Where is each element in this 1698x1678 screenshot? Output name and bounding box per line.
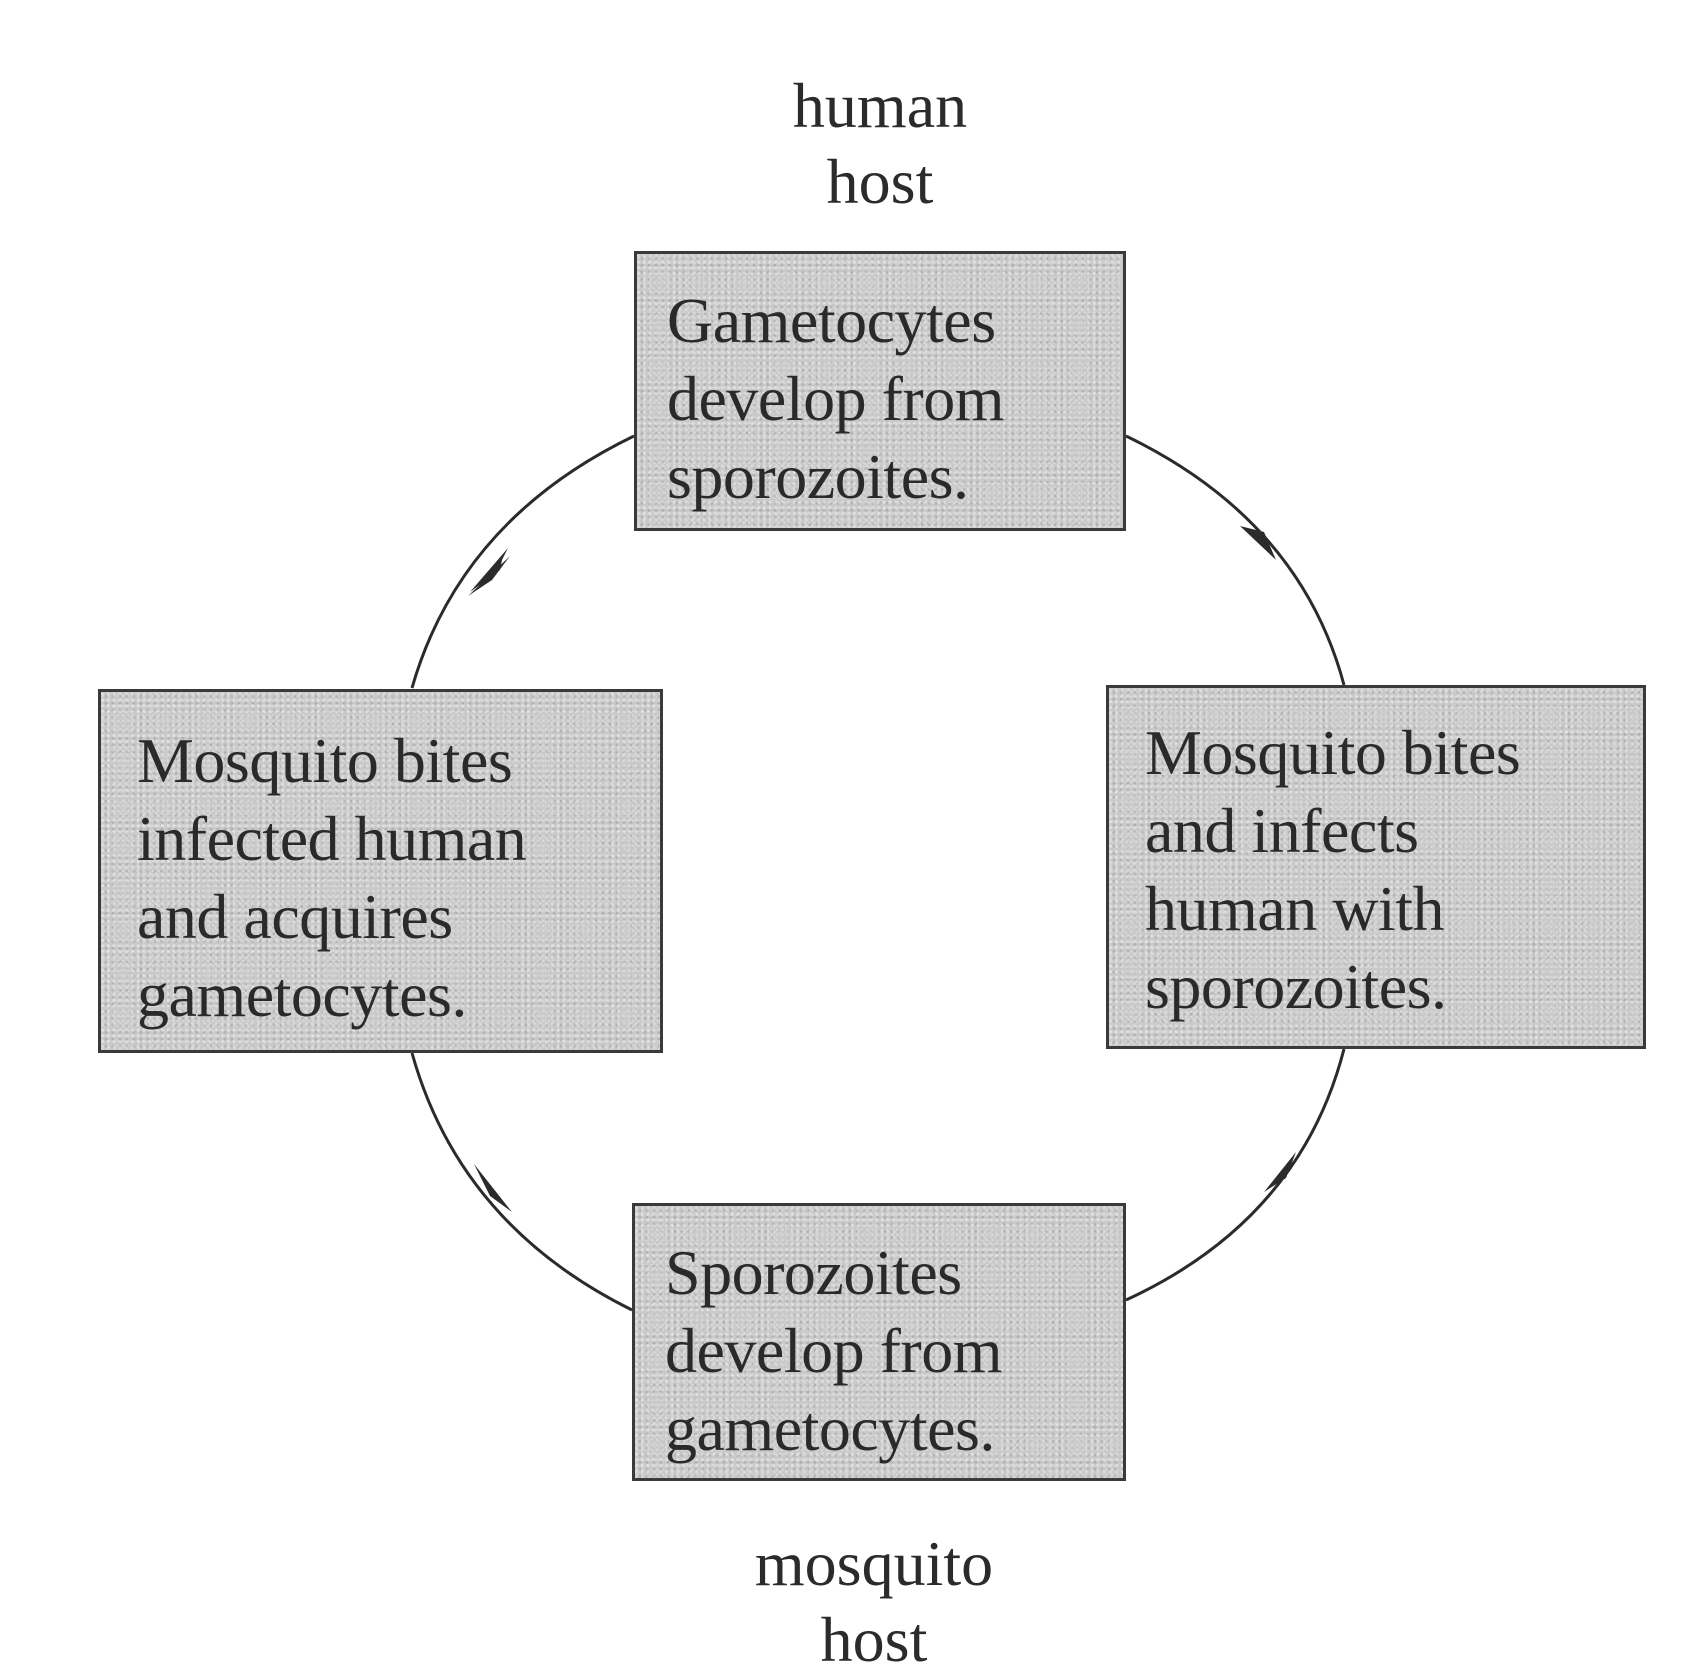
stage-mosquito-infects: Mosquito bites and infects human with sp… — [1106, 685, 1646, 1049]
stage-gametocytes-develop: Gametocytes develop from sporozoites. — [634, 251, 1126, 531]
arrow-top-to-left — [410, 434, 635, 689]
arrowhead-top-to-left — [470, 548, 508, 592]
arrow-right-to-top — [1125, 434, 1346, 686]
human-host-label: human host — [792, 70, 968, 217]
mosquito-host-label: mosquito host — [754, 1528, 994, 1675]
arrowhead-left-to-bottom — [474, 1164, 512, 1212]
arrow-left-to-bottom — [410, 1052, 633, 1312]
stage-mosquito-acquires: Mosquito bites infected human and acquir… — [98, 689, 663, 1053]
arrowhead-bottom-to-right — [1264, 1152, 1296, 1192]
arrow-bottom-to-right — [1125, 1048, 1346, 1302]
stage-sporozoites-develop: Sporozoites develop from gametocytes. — [632, 1203, 1126, 1481]
arrowhead-right-to-top — [1240, 526, 1276, 560]
